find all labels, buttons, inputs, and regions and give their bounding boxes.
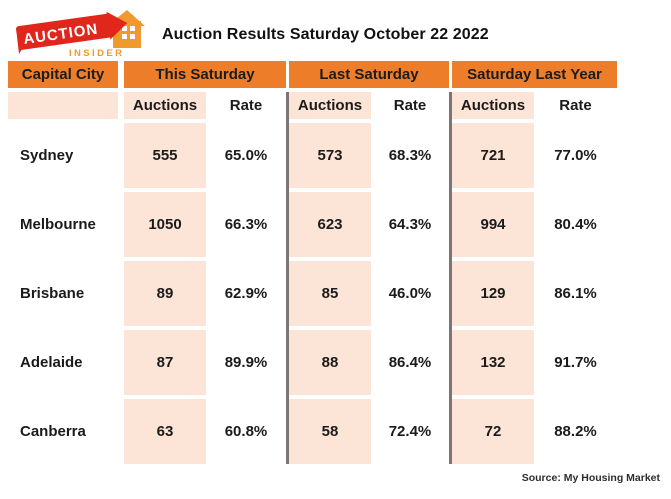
rate-cell: 86.4% (388, 354, 432, 371)
rate-cell: 68.3% (388, 147, 432, 164)
rate-cell: 65.0% (224, 147, 268, 164)
rate-cell: 80.4% (554, 216, 597, 233)
group-separator-line (286, 92, 289, 464)
results-table: Capital City This Saturday Last Saturday… (8, 61, 617, 468)
table-row: Sydney 555 65.0% 573 68.3% 721 77.0% (8, 123, 617, 188)
auctions-cell: 129 (452, 261, 534, 326)
subheader-city-spacer (8, 92, 118, 119)
col-header-this-saturday: This Saturday (124, 61, 286, 88)
auctions-cell: 88 (289, 330, 371, 395)
rate-cell: 60.8% (224, 423, 268, 440)
auctions-cell: 623 (289, 192, 371, 257)
rate-cell: 72.4% (388, 423, 432, 440)
auctions-cell: 1050 (124, 192, 206, 257)
brand-subname: INSIDER (69, 48, 124, 59)
auctions-cell: 58 (289, 399, 371, 464)
auctions-cell: 132 (452, 330, 534, 395)
subheader-row: Auctions Rate Auctions Rate Auctions Rat… (8, 92, 617, 119)
auctions-cell: 87 (124, 330, 206, 395)
brand-logo: AUCTION INSIDER (16, 10, 145, 59)
city-cell: Adelaide (20, 354, 83, 371)
header-row: Capital City This Saturday Last Saturday… (8, 61, 617, 88)
rate-cell: 66.3% (224, 216, 268, 233)
auctions-cell: 85 (289, 261, 371, 326)
col-header-capital-city: Capital City (8, 61, 118, 88)
page-title: Auction Results Saturday October 22 2022 (162, 26, 489, 43)
auctions-cell: 72 (452, 399, 534, 464)
subheader-auctions: Auctions (452, 92, 534, 119)
auctions-cell: 89 (124, 261, 206, 326)
rate-cell: 86.1% (554, 285, 597, 302)
col-header-saturday-last-year: Saturday Last Year (452, 61, 617, 88)
city-cell: Brisbane (20, 285, 85, 302)
subheader-rate: Rate (229, 97, 263, 114)
col-header-last-saturday: Last Saturday (289, 61, 449, 88)
source-caption: Source: My Housing Market (521, 472, 660, 484)
group-separator-line (449, 92, 452, 464)
table-row: Adelaide 87 89.9% 88 86.4% 132 91.7% (8, 330, 617, 395)
rate-cell: 64.3% (388, 216, 432, 233)
rate-cell: 89.9% (224, 354, 268, 371)
table-row: Canberra 63 60.8% 58 72.4% 72 88.2% (8, 399, 617, 464)
subheader-auctions: Auctions (289, 92, 371, 119)
table-row: Melbourne 1050 66.3% 623 64.3% 994 80.4% (8, 192, 617, 257)
subheader-rate: Rate (393, 97, 427, 114)
rate-cell: 62.9% (224, 285, 268, 302)
table-row: Brisbane 89 62.9% 85 46.0% 129 86.1% (8, 261, 617, 326)
subheader-auctions: Auctions (124, 92, 206, 119)
auctions-cell: 721 (452, 123, 534, 188)
rate-cell: 91.7% (554, 354, 597, 371)
rate-cell: 88.2% (554, 423, 597, 440)
subheader-rate: Rate (559, 97, 592, 114)
city-cell: Canberra (20, 423, 86, 440)
city-cell: Melbourne (20, 216, 96, 233)
banner-ribbon: AUCTION (16, 11, 128, 50)
auctions-cell: 63 (124, 399, 206, 464)
auctions-cell: 994 (452, 192, 534, 257)
city-cell: Sydney (20, 147, 74, 164)
rate-cell: 46.0% (388, 285, 432, 302)
auctions-cell: 573 (289, 123, 371, 188)
rate-cell: 77.0% (554, 147, 597, 164)
auctions-cell: 555 (124, 123, 206, 188)
